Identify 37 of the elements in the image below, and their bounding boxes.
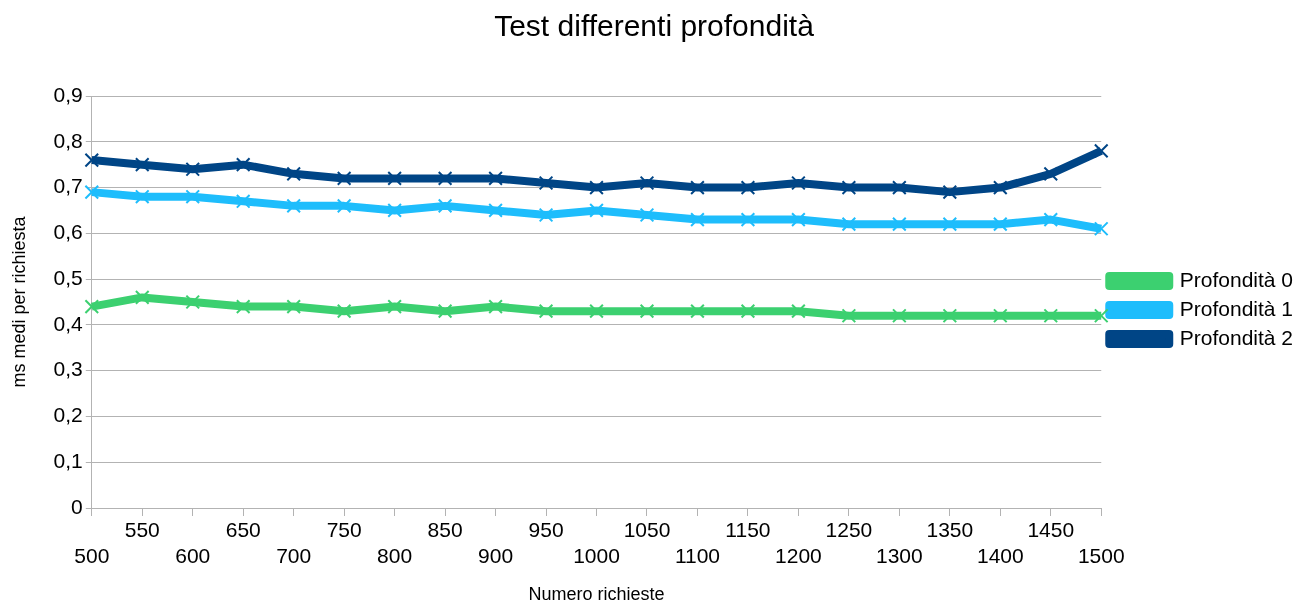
x-tick-label: 1000 [573,543,620,567]
x-tick-label: 800 [377,543,413,567]
x-tick-label: 500 [74,543,110,567]
y-tick-label: 0,4 [53,311,84,335]
x-tick-label: 900 [478,543,514,567]
x-tick-label: 1500 [1077,543,1125,567]
legend-label: Profondità 1 [1179,296,1294,320]
y-tick-label: 0,1 [53,449,83,473]
x-tick-label: 1200 [775,543,822,567]
x-tick-label: 750 [326,518,362,542]
y-tick-label: 0,6 [53,220,83,244]
y-tick-label: 0,2 [53,403,83,427]
y-tick-label: 0,9 [53,82,83,106]
x-tick-label: 1350 [926,518,974,542]
x-tick-label: 850 [427,518,463,542]
chart-title: Test differenti profondità [494,9,815,43]
x-tick-label: 1050 [623,518,671,542]
x-tick-label: 1100 [674,543,721,567]
legend-label: Profondità 0 [1179,267,1294,291]
x-tick-label: 1400 [976,543,1024,567]
y-axis-title: ms medi per richiesta [8,215,29,388]
x-tick-label: 1250 [825,518,873,542]
y-tick-label: 0,7 [53,174,83,198]
x-tick-label: 550 [124,518,160,542]
x-tick-label: 1450 [1027,518,1075,542]
x-tick-label: 650 [225,518,261,542]
y-tick-label: 0 [71,494,83,518]
x-tick-label: 1300 [876,543,923,567]
y-tick-label: 0,5 [53,265,83,289]
x-tick-label: 1150 [725,518,771,542]
y-tick-label: 0,8 [53,128,83,152]
x-tick-label: 600 [175,543,211,567]
x-tick-label: 700 [276,543,312,567]
legend-label: Profondità 2 [1179,325,1294,349]
x-tick-label: 950 [528,518,564,542]
x-axis-title: Numero richieste [528,584,665,605]
y-tick-label: 0,3 [53,357,83,381]
